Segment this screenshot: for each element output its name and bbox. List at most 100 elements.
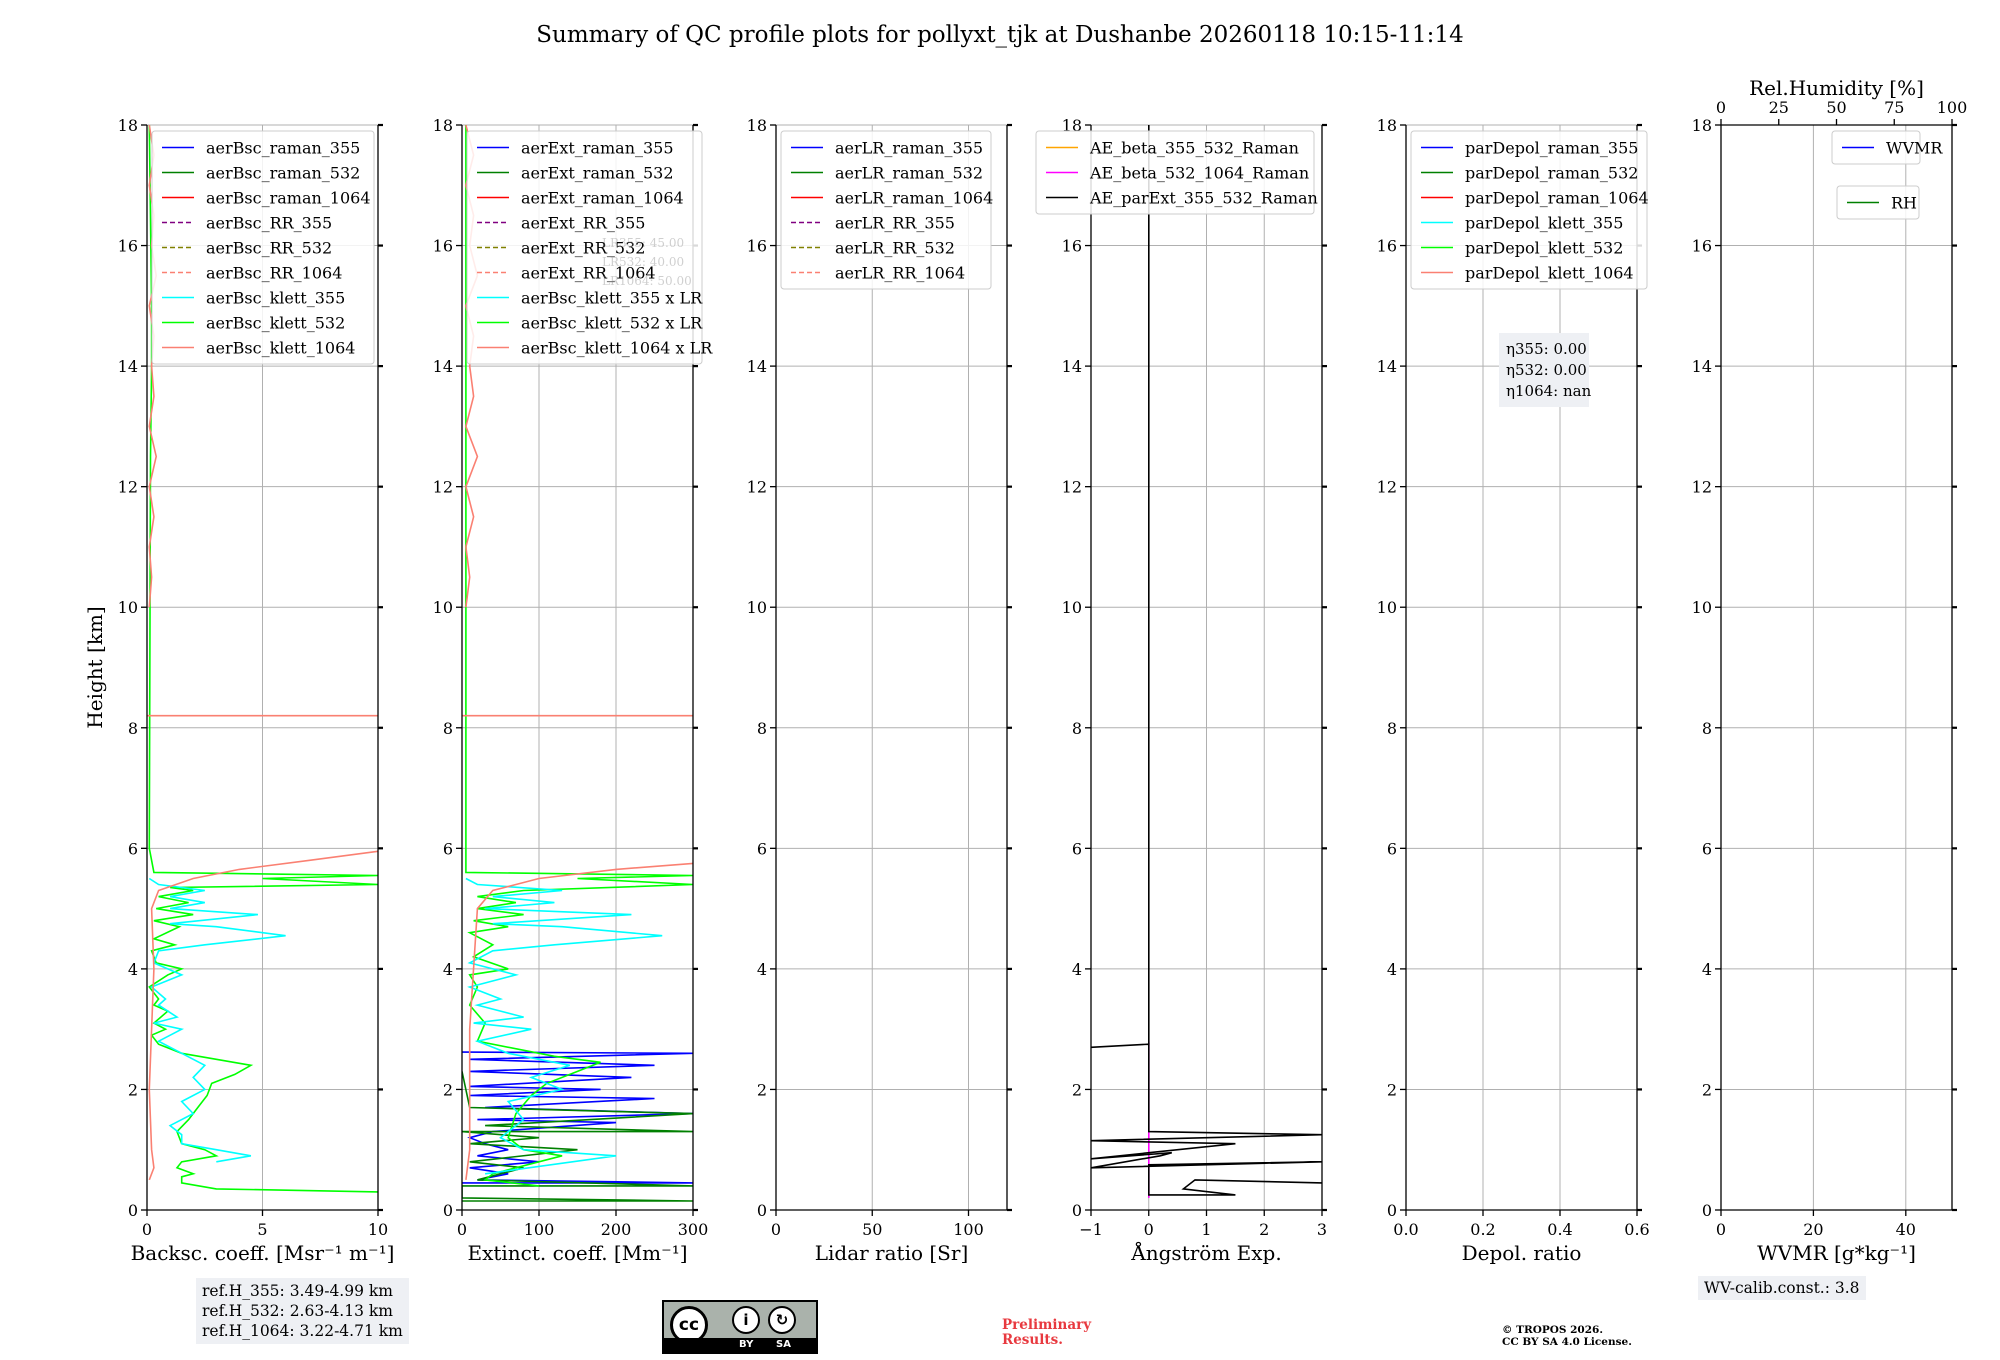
y-tick-label: 12	[1377, 478, 1397, 497]
top-tick-label: 75	[1884, 98, 1904, 117]
x-tick-label: 3	[1317, 1220, 1327, 1239]
preliminary-line-1: Preliminary	[1002, 1317, 1092, 1333]
legend-wvmr: WVMR	[1831, 130, 1943, 165]
legend-label: aerLR_raman_355	[835, 139, 983, 158]
y-tick-label: 10	[433, 598, 453, 617]
x-tick-label: 0	[142, 1220, 152, 1239]
y-tick-label: 2	[1387, 1080, 1397, 1099]
legend-label: aerExt_RR_532	[521, 239, 645, 258]
series-aerBsc_klett_1064_x_LR	[465, 862, 693, 1180]
legend-label: WVMR	[1886, 139, 1943, 158]
y-tick-label: 10	[747, 598, 767, 617]
figure-title: Summary of QC profile plots for pollyxt_…	[536, 22, 1464, 48]
y-tick-label: 4	[1387, 960, 1397, 979]
top-tick-label: 50	[1826, 98, 1846, 117]
y-tick-label: 2	[128, 1080, 138, 1099]
reference-height-box: ref.H_355: 3.49-4.99 km ref.H_532: 2.63-…	[196, 1278, 409, 1344]
y-tick-label: 4	[128, 960, 138, 979]
x-tick-label: −1	[1079, 1220, 1103, 1239]
legend-label: parDepol_raman_532	[1465, 164, 1638, 183]
x-tick-label: 0.0	[1393, 1220, 1418, 1239]
y-tick-label: 4	[757, 960, 767, 979]
y-tick-label: 4	[1072, 960, 1082, 979]
legend-label: aerBsc_klett_1064	[206, 339, 355, 358]
x-tick-label: 0.6	[1624, 1220, 1649, 1239]
legend-label: aerBsc_RR_532	[206, 239, 332, 258]
y-tick-label: 4	[1702, 960, 1712, 979]
x-axis-label: Lidar ratio [Sr]	[815, 1241, 969, 1265]
legend-label: aerLR_RR_1064	[835, 264, 965, 283]
series-aerExt_raman_532	[462, 1071, 693, 1202]
legend-label: parDepol_klett_1064	[1465, 264, 1634, 283]
x-tick-label: 300	[678, 1220, 709, 1239]
y-tick-label: 2	[1072, 1080, 1082, 1099]
legend-label: parDepol_raman_1064	[1465, 189, 1649, 208]
y-tick-label: 8	[443, 719, 453, 738]
y-tick-label: 18	[1062, 116, 1082, 135]
badge-by-label: BY	[739, 1339, 754, 1350]
series-aerBsc_klett_355_x_LR	[465, 877, 663, 1175]
cc-by-sa-badge: cc i ↻ BY SA	[662, 1300, 818, 1354]
y-tick-label: 10	[1692, 598, 1712, 617]
copyright-line-1: © TROPOS 2026.	[1502, 1324, 1604, 1336]
eta-box: η355: 0.00 η532: 0.00 η1064: nan	[1499, 333, 1592, 407]
y-tick-label: 10	[1062, 598, 1082, 617]
y-tick-label: 18	[747, 116, 767, 135]
y-tick-label: 6	[1387, 839, 1397, 858]
y-tick-label: 14	[1377, 357, 1397, 376]
legend-label: aerBsc_raman_532	[206, 164, 360, 183]
y-tick-label: 18	[1692, 116, 1712, 135]
legend-label: AE_parExt_355_532_Raman	[1089, 189, 1318, 208]
panel-lidar_ratio: 0 2 4 6 8 10 12 14 16 18 0 50 100 Lidar ratio [Sr] aer…	[747, 116, 1012, 1265]
y-tick-label: 14	[433, 357, 453, 376]
badge-sa-label: SA	[776, 1339, 791, 1350]
legend-frame	[1831, 130, 1921, 165]
preliminary-note: Preliminary Results.	[1002, 1318, 1091, 1348]
y-tick-label: 0	[1072, 1201, 1082, 1220]
y-tick-label: 18	[118, 116, 138, 135]
y-tick-label: 18	[1377, 116, 1397, 135]
x-axis-label: Backsc. coeff. [Msr⁻¹ m⁻¹]	[131, 1241, 395, 1265]
legend-label: aerLR_raman_532	[835, 164, 983, 183]
y-tick-label: 16	[1062, 237, 1082, 256]
x-tick-label: 0	[1716, 1220, 1726, 1239]
x-axis-label: Depol. ratio	[1462, 1241, 1582, 1265]
series-aerBsc_klett_532	[148, 125, 378, 1193]
eta-text: η1064: nan	[1506, 382, 1592, 400]
legend-label: aerExt_raman_1064	[521, 189, 684, 208]
y-tick-label: 8	[1072, 719, 1082, 738]
legend-label: aerExt_RR_355	[521, 214, 645, 233]
y-tick-label: 10	[118, 598, 138, 617]
y-tick-label: 0	[1387, 1201, 1397, 1220]
legend-label: aerBsc_klett_532	[206, 314, 345, 333]
badge-band	[664, 1338, 816, 1352]
legend-frame	[1035, 130, 1315, 215]
y-tick-label: 2	[757, 1080, 767, 1099]
legend-label: AE_beta_355_532_Raman	[1089, 139, 1299, 158]
x-tick-label: 100	[524, 1220, 555, 1239]
legend-label: aerBsc_klett_355 x LR	[521, 289, 703, 308]
x-tick-label: 100	[953, 1220, 984, 1239]
y-tick-label: 6	[757, 839, 767, 858]
person-icon: i	[732, 1306, 760, 1334]
legend-label: aerBsc_raman_1064	[206, 189, 371, 208]
y-tick-label: 12	[433, 478, 453, 497]
series-aerBsc_klett_1064	[148, 850, 378, 1181]
legend-label: parDepol_klett_355	[1465, 214, 1623, 233]
x-tick-label: 0.2	[1470, 1220, 1495, 1239]
legend-label: aerExt_RR_1064	[521, 264, 656, 283]
legend-label: aerBsc_klett_1064 x LR	[521, 339, 713, 358]
x-tick-label: 10	[368, 1220, 388, 1239]
legend-depol: parDepol_raman_355 parDepol_raman_532 parD…	[1410, 130, 1649, 290]
x-tick-label: 5	[257, 1220, 267, 1239]
x-tick-label: 0	[771, 1220, 781, 1239]
y-tick-label: 18	[433, 116, 453, 135]
y-tick-label: 2	[1702, 1080, 1712, 1099]
y-tick-label: 6	[128, 839, 138, 858]
series-AE_parExt_355_532_Raman	[1091, 1043, 1322, 1196]
y-tick-label: 16	[118, 237, 138, 256]
legend-rh: RH	[1836, 185, 1920, 220]
y-axis-label: Height [km]	[83, 606, 107, 728]
x-axis-label: WVMR [g*kg⁻¹]	[1757, 1241, 1916, 1265]
